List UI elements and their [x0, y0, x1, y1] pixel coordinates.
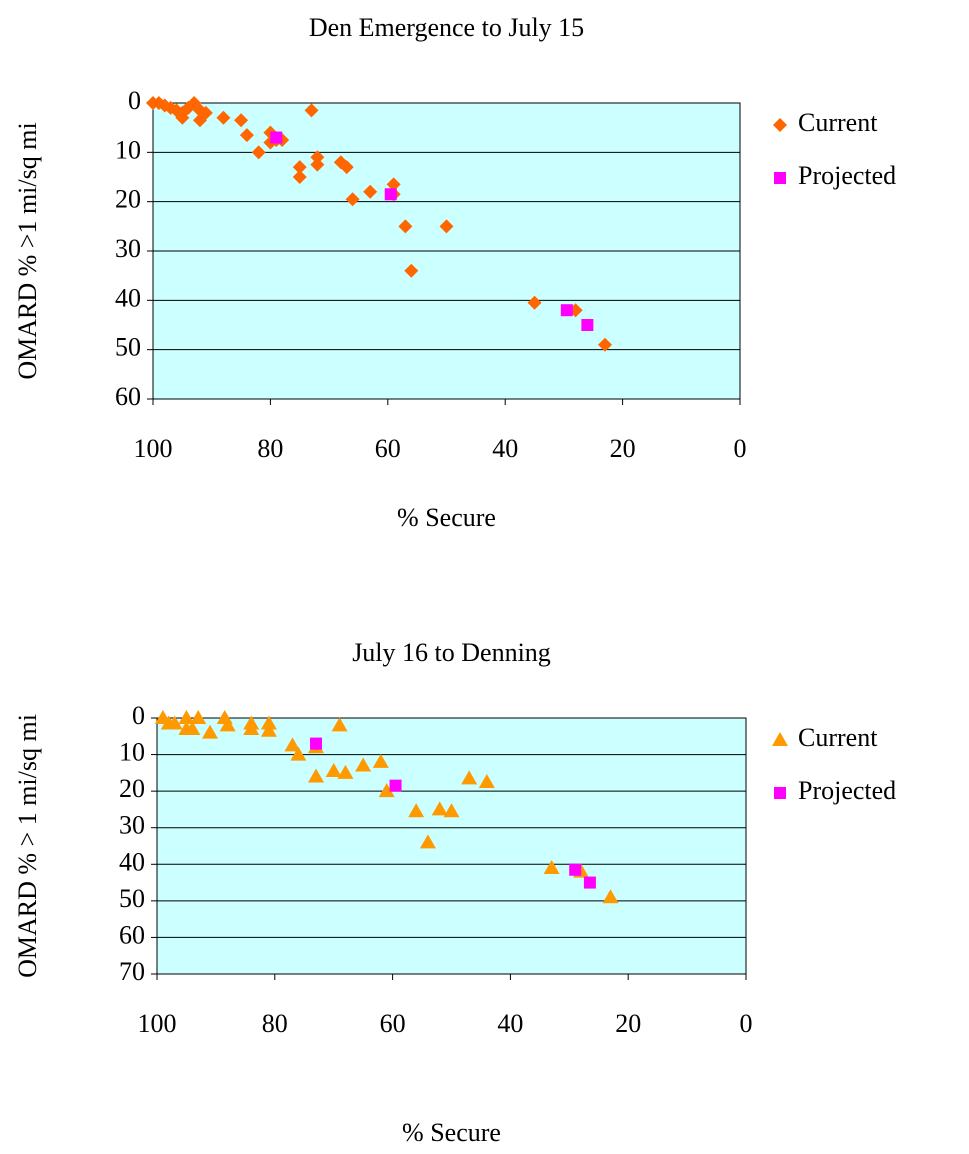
- y-tick-label: 70: [119, 957, 145, 986]
- y-tick-label: 60: [119, 920, 145, 949]
- data-point: [292, 170, 307, 184]
- legend-marker: [774, 172, 786, 184]
- y-tick-label: 30: [119, 811, 145, 840]
- data-point: [292, 160, 307, 175]
- data-point: [219, 717, 236, 732]
- data-point: [569, 863, 582, 876]
- y-tick-label: 0: [128, 86, 141, 115]
- data-point: [478, 774, 495, 788]
- data-point: [355, 757, 372, 772]
- data-point: [439, 219, 454, 234]
- data-point: [408, 803, 425, 818]
- data-point: [461, 770, 478, 785]
- y-tick-label: 10: [115, 135, 141, 164]
- data-point: [310, 150, 325, 165]
- data-point: [260, 715, 277, 730]
- data-point: [166, 715, 183, 730]
- data-point: [560, 304, 573, 317]
- y-axis-label: OMARD % >1 mi/sq mi: [13, 122, 42, 379]
- x-tick-label: 60: [380, 1009, 406, 1038]
- data-point: [304, 103, 319, 118]
- x-tick-label: 20: [610, 434, 636, 463]
- data-point: [398, 219, 413, 234]
- y-tick-label: 60: [115, 382, 141, 411]
- data-point: [243, 720, 260, 735]
- x-tick-label: 80: [262, 1009, 288, 1038]
- data-point: [527, 295, 542, 310]
- data-point: [597, 337, 612, 352]
- data-point: [190, 710, 207, 724]
- data-point: [290, 746, 307, 761]
- legend-marker: [774, 787, 786, 799]
- data-point: [543, 859, 560, 874]
- data-point: [216, 110, 231, 125]
- x-tick-label: 100: [138, 1009, 177, 1038]
- data-point: [581, 319, 594, 331]
- data-point: [345, 192, 360, 207]
- data-point: [178, 710, 195, 724]
- data-point: [260, 722, 277, 737]
- data-point: [234, 113, 249, 128]
- x-tick-label: 40: [492, 434, 518, 463]
- data-point: [310, 157, 325, 172]
- legend-label: Current: [798, 723, 878, 752]
- data-point: [184, 720, 201, 735]
- data-point: [325, 763, 342, 778]
- data-point: [386, 177, 401, 192]
- data-point: [175, 110, 190, 125]
- data-point: [372, 753, 389, 768]
- y-tick-label: 20: [115, 185, 141, 214]
- y-tick-label: 40: [119, 847, 145, 876]
- y-tick-label: 20: [119, 774, 145, 803]
- chart-title: July 16 to Denning: [352, 638, 551, 667]
- data-point: [419, 834, 436, 849]
- data-point: [384, 188, 397, 201]
- y-axis-label: OMARD % > 1 mi/sq mi: [13, 714, 42, 978]
- x-tick-label: 40: [497, 1009, 523, 1038]
- legend-label: Projected: [798, 776, 896, 805]
- data-point: [602, 889, 619, 904]
- data-point: [378, 783, 395, 798]
- data-point: [239, 128, 254, 143]
- data-point: [339, 160, 354, 175]
- data-point: [310, 737, 323, 750]
- chart-title: Den Emergence to July 15: [309, 13, 584, 42]
- data-point: [270, 131, 283, 144]
- x-tick-label: 100: [134, 434, 173, 463]
- data-point: [404, 263, 419, 278]
- data-point: [431, 801, 448, 816]
- data-point: [443, 803, 460, 818]
- data-point: [202, 724, 219, 739]
- x-tick-label: 0: [740, 1009, 753, 1038]
- data-point: [583, 876, 596, 889]
- legend-marker: [772, 732, 788, 746]
- x-axis-label: % Secure: [397, 503, 496, 532]
- data-point: [308, 768, 325, 783]
- plot-area: [156, 717, 747, 975]
- x-tick-label: 20: [615, 1009, 641, 1038]
- legend-marker: [773, 118, 787, 132]
- data-point: [216, 710, 233, 724]
- data-point: [284, 737, 301, 752]
- y-tick-label: 50: [115, 333, 141, 362]
- data-point: [337, 764, 354, 779]
- x-axis-label: % Secure: [402, 1118, 501, 1147]
- y-tick-label: 0: [132, 701, 145, 730]
- x-tick-label: 60: [375, 434, 401, 463]
- y-tick-label: 50: [119, 884, 145, 913]
- legend-label: Current: [798, 108, 878, 137]
- x-tick-label: 0: [734, 434, 747, 463]
- legend-label: Projected: [798, 161, 896, 190]
- x-tick-label: 80: [257, 434, 283, 463]
- y-tick-label: 10: [119, 738, 145, 767]
- data-point: [389, 779, 402, 792]
- data-point: [198, 105, 213, 120]
- y-tick-label: 40: [115, 283, 141, 312]
- y-tick-label: 30: [115, 234, 141, 263]
- data-point: [331, 717, 348, 732]
- data-point: [251, 145, 266, 160]
- data-point: [363, 184, 378, 199]
